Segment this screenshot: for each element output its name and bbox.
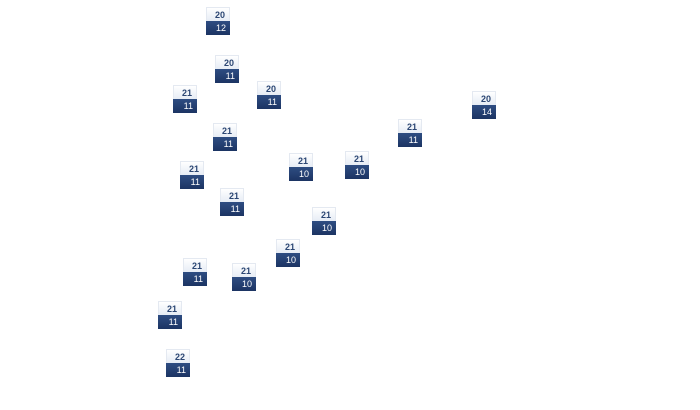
- marker-badge[interactable]: 21 10: [232, 263, 256, 291]
- marker-badge[interactable]: 21 10: [312, 207, 336, 235]
- badge-bottom-value: 11: [220, 202, 244, 216]
- badge-bottom-value: 14: [472, 105, 496, 119]
- badge-top-value: 20: [257, 81, 281, 95]
- badge-bottom-value: 11: [173, 99, 197, 113]
- marker-badge[interactable]: 21 11: [180, 161, 204, 189]
- marker-badge[interactable]: 21 10: [276, 239, 300, 267]
- marker-badge[interactable]: 20 11: [215, 55, 239, 83]
- badge-top-value: 21: [276, 239, 300, 253]
- badge-bottom-value: 10: [232, 277, 256, 291]
- badge-bottom-value: 10: [276, 253, 300, 267]
- badge-bottom-value: 11: [183, 272, 207, 286]
- badge-bottom-value: 11: [213, 137, 237, 151]
- badge-bottom-value: 11: [257, 95, 281, 109]
- marker-badge[interactable]: 22 11: [166, 349, 190, 377]
- badge-bottom-value: 11: [166, 363, 190, 377]
- marker-badge[interactable]: 20 11: [257, 81, 281, 109]
- badge-top-value: 21: [213, 123, 237, 137]
- badge-bottom-value: 10: [289, 167, 313, 181]
- marker-badge[interactable]: 21 11: [173, 85, 197, 113]
- marker-badge[interactable]: 21 11: [183, 258, 207, 286]
- badge-top-value: 22: [166, 349, 190, 363]
- badge-top-value: 21: [232, 263, 256, 277]
- badge-top-value: 21: [158, 301, 182, 315]
- marker-badge[interactable]: 21 11: [213, 123, 237, 151]
- badge-bottom-value: 11: [180, 175, 204, 189]
- badge-top-value: 20: [215, 55, 239, 69]
- badge-top-value: 21: [312, 207, 336, 221]
- marker-badge[interactable]: 20 14: [472, 91, 496, 119]
- badge-top-value: 21: [289, 153, 313, 167]
- marker-badge[interactable]: 20 12: [206, 7, 230, 35]
- badge-bottom-value: 10: [312, 221, 336, 235]
- badge-top-value: 21: [183, 258, 207, 272]
- badge-top-value: 21: [345, 151, 369, 165]
- badge-bottom-value: 11: [158, 315, 182, 329]
- badge-top-value: 21: [398, 119, 422, 133]
- badge-top-value: 21: [180, 161, 204, 175]
- marker-badge[interactable]: 21 10: [345, 151, 369, 179]
- badge-bottom-value: 11: [398, 133, 422, 147]
- badge-top-value: 21: [173, 85, 197, 99]
- badge-bottom-value: 11: [215, 69, 239, 83]
- marker-badge[interactable]: 21 10: [289, 153, 313, 181]
- badge-bottom-value: 10: [345, 165, 369, 179]
- marker-badge[interactable]: 21 11: [158, 301, 182, 329]
- badge-bottom-value: 12: [206, 21, 230, 35]
- badge-top-value: 20: [206, 7, 230, 21]
- badge-top-value: 21: [220, 188, 244, 202]
- marker-badge[interactable]: 21 11: [220, 188, 244, 216]
- badge-top-value: 20: [472, 91, 496, 105]
- marker-badge[interactable]: 21 11: [398, 119, 422, 147]
